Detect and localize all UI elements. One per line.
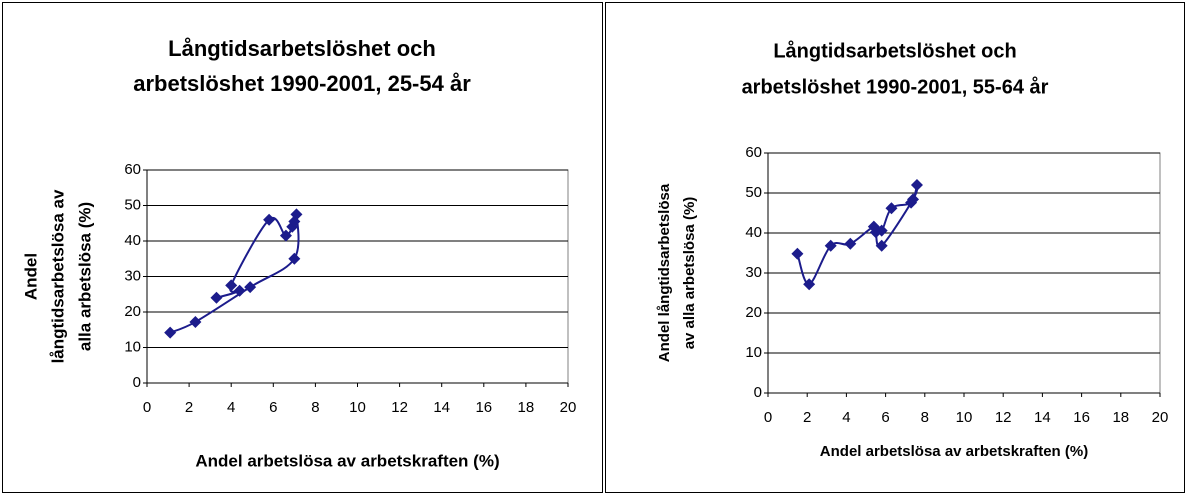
x-tick-label: 8 [311,399,319,416]
x-tick-label: 4 [842,409,850,426]
x-tick-label: 14 [1034,409,1051,426]
point [885,202,898,215]
x-tick-label: 16 [1073,409,1090,426]
y-tick-label: 30 [124,267,141,284]
point [910,179,923,191]
y-tick-label: 60 [124,161,141,178]
x-tick-label: 0 [143,399,151,416]
point [869,226,882,239]
point [279,229,292,242]
x-tick-label: 12 [391,399,408,416]
point [210,291,223,304]
x-axis-label: Andel arbetslösa av arbetskraften (%) [820,443,1088,460]
point [288,252,301,265]
point [907,193,920,206]
x-tick-label: 14 [433,399,450,416]
point [791,247,804,260]
y-axis-label: av alla arbetslösa (%) [681,197,698,350]
point [844,237,857,250]
y-tick-label: 40 [745,224,762,241]
panel-border [605,2,1185,493]
y-tick-label: 0 [133,374,141,391]
chart-title: Långtidsarbetslöshet och [168,36,436,61]
x-tick-label: 18 [1112,409,1129,426]
y-tick-label: 60 [745,144,762,161]
point [875,239,888,252]
y-tick-label: 50 [124,196,141,213]
x-tick-label: 8 [921,409,929,426]
point [288,215,301,228]
y-axis-label: Andel långtidsarbetslösa [656,183,673,362]
y-axis-label: alla arbetslösa (%) [75,202,94,351]
x-tick-label: 20 [1152,409,1169,426]
chart-title: arbetslöshet 1990-2001, 25-54 år [133,71,471,96]
y-tick-label: 20 [124,303,141,320]
y-tick-label: 0 [754,384,762,401]
y-tick-label: 50 [745,184,762,201]
x-tick-label: 4 [227,399,235,416]
y-tick-label: 30 [745,264,762,281]
y-tick-label: 10 [745,344,762,361]
panel-border [2,2,603,493]
x-tick-label: 10 [956,409,973,426]
y-tick-label: 40 [124,232,141,249]
chart-title: Långtidsarbetslöshet och [773,39,1016,62]
x-tick-label: 0 [764,409,772,426]
point [225,279,238,292]
point [164,326,177,339]
x-tick-label: 12 [995,409,1012,426]
y-tick-label: 20 [745,304,762,321]
x-tick-label: 18 [518,399,535,416]
y-tick-label: 10 [124,338,141,355]
y-axis-label: Andel [21,253,40,300]
point [244,281,257,294]
point [263,213,276,226]
x-tick-label: 2 [185,399,193,416]
point [824,239,837,252]
x-tick-label: 16 [475,399,492,416]
point [803,278,816,291]
y-axis-label: långtidsarbetslösa av [48,189,67,363]
point [189,315,202,328]
x-tick-label: 20 [560,399,577,416]
x-tick-label: 6 [269,399,277,416]
chart-title: arbetslöshet 1990-2001, 55-64 år [742,75,1049,98]
x-axis-label: Andel arbetslösa av arbetskraften (%) [195,451,499,470]
point [233,284,246,297]
x-tick-label: 6 [881,409,889,426]
x-tick-label: 2 [803,409,811,426]
x-tick-label: 10 [349,399,366,416]
